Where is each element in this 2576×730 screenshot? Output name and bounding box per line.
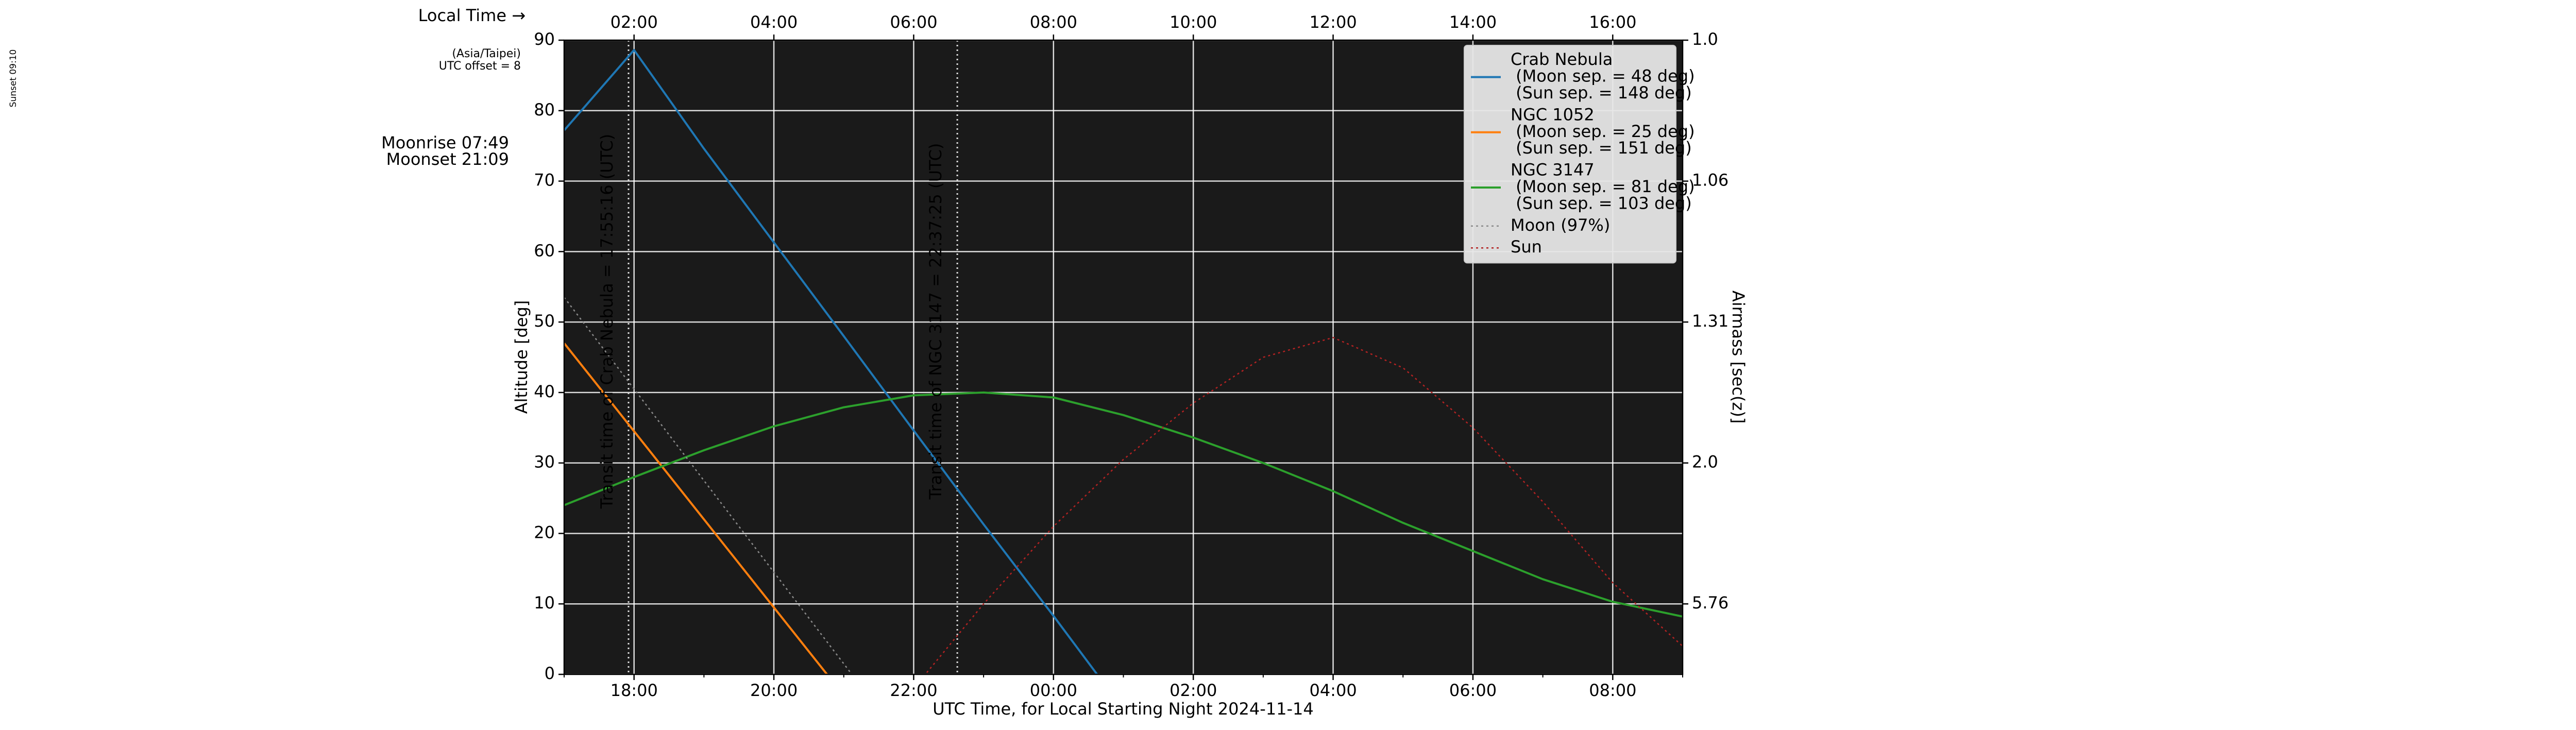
x-axis-label: UTC Time, for Local Starting Night 2024-… (933, 699, 1313, 719)
y-tick-label: 0 (545, 664, 555, 683)
top-x-tick-label: 10:00 (1170, 12, 1217, 32)
top-x-tick-label: 02:00 (611, 12, 658, 32)
legend-label: Sun (1511, 237, 1542, 257)
x-tick-label: 22:00 (890, 681, 937, 700)
data-lines (564, 40, 1683, 674)
legend-label: NGC 3147 (Moon sep. = 81 deg) (Sun sep. … (1511, 160, 1695, 213)
x-tick-label: 18:00 (611, 681, 658, 700)
x-tick-label: 20:00 (750, 681, 798, 700)
y2-tick-label: 2.0 (1692, 452, 1718, 472)
legend-label-line: (Moon sep. = 81 deg) (1511, 177, 1695, 196)
y2-axis-label: Airmass [sec(z)] (1728, 291, 1748, 423)
series-line (564, 391, 1683, 618)
legend-box (1464, 45, 1676, 264)
legend-label-line: Sun (1511, 237, 1542, 257)
x-tick-label: 06:00 (1449, 681, 1497, 700)
y2-tick-label: 1.06 (1692, 171, 1728, 190)
y-tick-label: 30 (534, 452, 555, 472)
x-tick-label: 04:00 (1309, 681, 1357, 700)
x-tick-label: 08:00 (1589, 681, 1636, 700)
legend-label: Crab Nebula (Moon sep. = 48 deg) (Sun se… (1511, 49, 1695, 103)
timezone: (Asia/Taipei) (452, 47, 521, 60)
series-line (564, 342, 828, 674)
y-tick-label: 40 (534, 382, 555, 401)
y-tick-label: 90 (534, 29, 555, 49)
y-tick-label: 70 (534, 171, 555, 190)
transit-label: Transit time of Crab Nebula = 17:55:16 (… (597, 134, 617, 509)
y-tick-label: 50 (534, 311, 555, 331)
legend-label-line: (Sun sep. = 151 deg) (1511, 138, 1692, 158)
y-tick-label: 20 (534, 522, 555, 542)
plot-frame (563, 39, 1684, 675)
moonset: Moonset 21:09 (386, 149, 509, 169)
y2-tick-label: 5.76 (1692, 593, 1728, 613)
y-tick-label: 60 (534, 241, 555, 260)
top-x-tick-label: 08:00 (1030, 12, 1077, 32)
legend-label: NGC 1052 (Moon sep. = 25 deg) (Sun sep. … (1511, 105, 1695, 158)
top-x-tick-label: 04:00 (750, 12, 798, 32)
top-x-label: Local Time → (418, 6, 526, 25)
x-tick-label: 02:00 (1170, 681, 1217, 700)
legend-label-line: (Sun sep. = 103 deg) (1511, 193, 1692, 213)
sunset: Sunset 09:10 (8, 49, 19, 108)
y2-tick-label: 1.0 (1692, 29, 1718, 49)
top-x-tick-label: 06:00 (890, 12, 937, 32)
moonrise: Moonrise 07:49 (381, 133, 509, 152)
utc-offset: UTC offset = 8 (439, 60, 521, 73)
legend-label-line: NGC 1052 (1511, 105, 1595, 124)
legend-label-line: (Moon sep. = 25 deg) (1511, 122, 1695, 141)
top-x-tick-label: 12:00 (1309, 12, 1357, 32)
series-line (564, 49, 1098, 674)
legend-label-line: Moon (97%) (1511, 215, 1610, 235)
top-x-tick-label: 16:00 (1589, 12, 1636, 32)
y2-tick-label: 1.31 (1692, 311, 1728, 331)
x-tick-label: 00:00 (1030, 681, 1077, 700)
legend-label-line: (Sun sep. = 148 deg) (1511, 83, 1692, 103)
transit-label: Transit time of NGC 3147 = 22:37:25 (UTC… (926, 143, 945, 500)
series-line (924, 336, 1683, 674)
legend-label: Moon (97%) (1511, 215, 1610, 235)
y-tick-label: 80 (534, 100, 555, 120)
top-x-tick-label: 14:00 (1449, 12, 1497, 32)
y-tick-label: 10 (534, 593, 555, 613)
legend-label-line: Crab Nebula (1511, 49, 1613, 69)
legend-label-line: (Moon sep. = 48 deg) (1511, 66, 1695, 86)
legend-label-line: NGC 3147 (1511, 160, 1595, 180)
y-axis-label: Altitude [deg] (512, 300, 531, 414)
